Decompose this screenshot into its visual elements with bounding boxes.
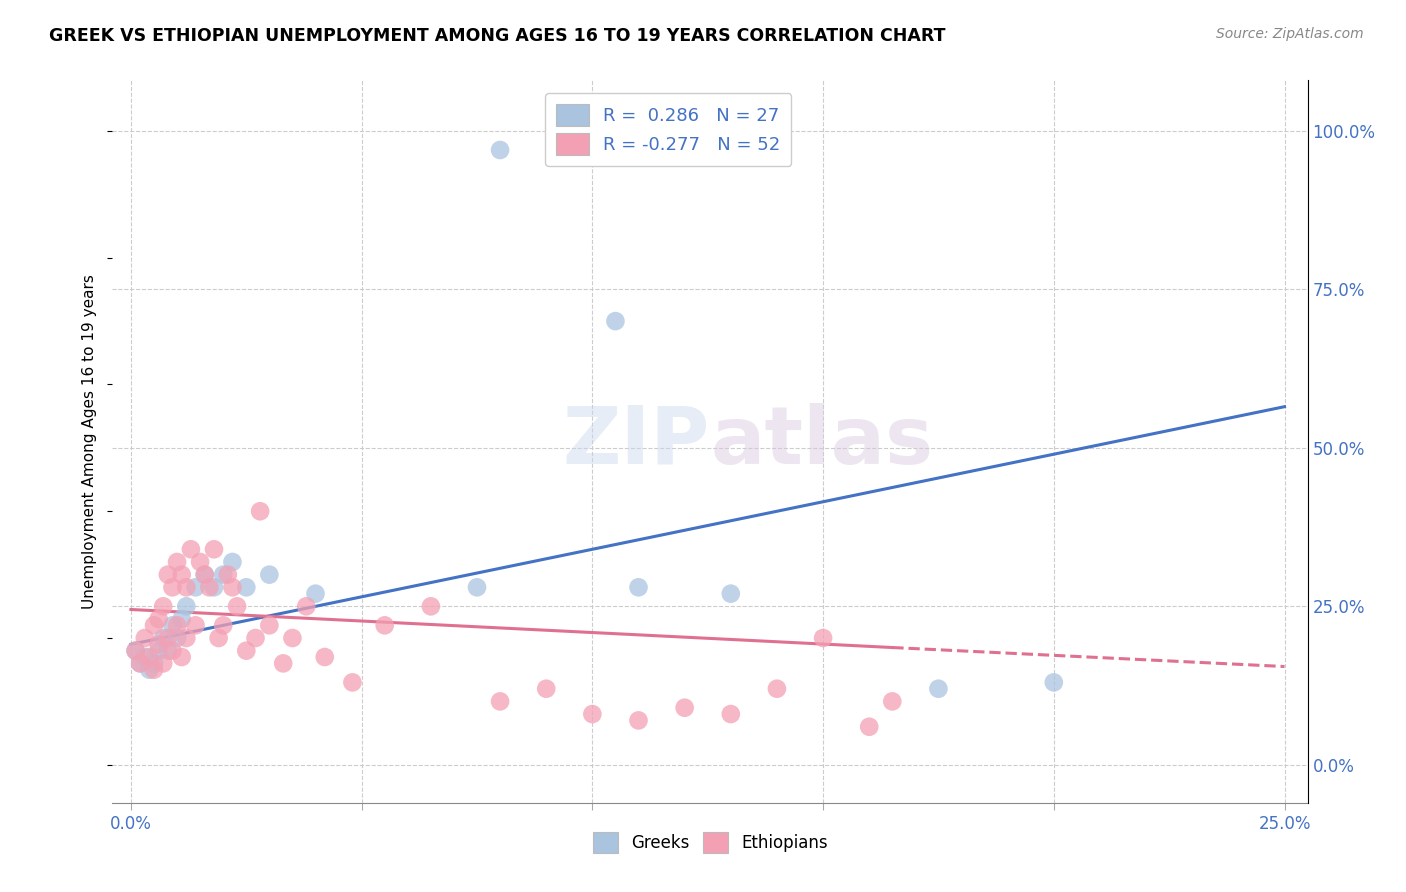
Point <box>184 618 207 632</box>
Point <box>170 567 193 582</box>
Point <box>221 555 243 569</box>
Point <box>138 663 160 677</box>
Point <box>184 580 207 594</box>
Point <box>766 681 789 696</box>
Point <box>198 580 221 594</box>
Point <box>217 567 239 582</box>
Text: Source: ZipAtlas.com: Source: ZipAtlas.com <box>1216 27 1364 41</box>
Text: atlas: atlas <box>710 402 934 481</box>
Point <box>489 143 512 157</box>
Point <box>148 637 170 651</box>
Point <box>180 542 202 557</box>
Point <box>720 707 742 722</box>
Point <box>927 681 949 696</box>
Point <box>271 657 294 671</box>
Point <box>212 567 235 582</box>
Point <box>188 555 211 569</box>
Point <box>295 599 318 614</box>
Point <box>124 643 146 657</box>
Point <box>605 314 627 328</box>
Point <box>202 580 225 594</box>
Point <box>314 650 336 665</box>
Point <box>152 657 174 671</box>
Point <box>143 663 166 677</box>
Point <box>249 504 271 518</box>
Point <box>148 612 170 626</box>
Point <box>166 618 188 632</box>
Point <box>156 643 179 657</box>
Point <box>212 618 235 632</box>
Text: GREEK VS ETHIOPIAN UNEMPLOYMENT AMONG AGES 16 TO 19 YEARS CORRELATION CHART: GREEK VS ETHIOPIAN UNEMPLOYMENT AMONG AG… <box>49 27 946 45</box>
Point <box>134 650 156 665</box>
Point <box>811 631 834 645</box>
Point <box>235 580 257 594</box>
Point <box>156 631 179 645</box>
Point <box>226 599 249 614</box>
Point <box>152 599 174 614</box>
Point <box>673 700 696 714</box>
Y-axis label: Unemployment Among Ages 16 to 19 years: Unemployment Among Ages 16 to 19 years <box>82 274 97 609</box>
Point <box>581 707 603 722</box>
Point <box>176 580 198 594</box>
Point <box>176 631 198 645</box>
Point <box>882 694 904 708</box>
Point <box>162 643 184 657</box>
Point <box>152 631 174 645</box>
Point <box>162 580 184 594</box>
Point <box>419 599 441 614</box>
Point <box>156 567 179 582</box>
Point <box>235 643 257 657</box>
Point <box>138 650 160 665</box>
Point <box>465 580 488 594</box>
Point <box>720 587 742 601</box>
Point <box>374 618 396 632</box>
Point <box>143 618 166 632</box>
Point <box>627 714 650 728</box>
Point <box>304 587 326 601</box>
Point <box>148 643 170 657</box>
Point <box>259 618 281 632</box>
Point <box>134 631 156 645</box>
Point <box>627 580 650 594</box>
Point <box>124 643 146 657</box>
Point <box>166 555 188 569</box>
Point <box>1042 675 1064 690</box>
Point <box>176 599 198 614</box>
Point <box>489 694 512 708</box>
Point <box>143 657 166 671</box>
Text: ZIP: ZIP <box>562 402 710 481</box>
Legend: Greeks, Ethiopians: Greeks, Ethiopians <box>586 826 834 860</box>
Point <box>129 657 152 671</box>
Point <box>202 542 225 557</box>
Point <box>858 720 880 734</box>
Point <box>259 567 281 582</box>
Point <box>162 618 184 632</box>
Point <box>281 631 304 645</box>
Point <box>221 580 243 594</box>
Point <box>170 612 193 626</box>
Point <box>342 675 364 690</box>
Point <box>245 631 267 645</box>
Point <box>207 631 229 645</box>
Point <box>194 567 217 582</box>
Point <box>534 681 557 696</box>
Point <box>166 631 188 645</box>
Point <box>194 567 217 582</box>
Point <box>129 657 152 671</box>
Point <box>170 650 193 665</box>
